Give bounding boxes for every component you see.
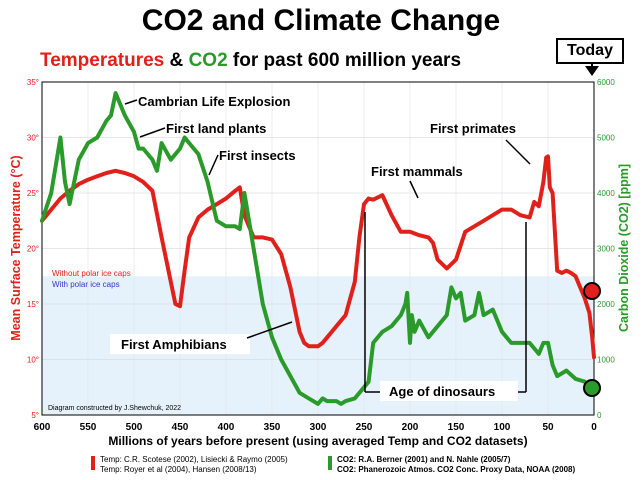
x-tick-label: 100	[494, 422, 511, 433]
today-label: Today	[556, 38, 624, 64]
x-tick-label: 500	[126, 422, 143, 433]
legend-with-ice: With polar ice caps	[52, 280, 120, 289]
source-co2-1: CO2: R.A. Berner (2001) and N. Nahle (20…	[337, 455, 511, 464]
x-tick-label: 150	[448, 422, 465, 433]
event-mammals-pointer	[409, 180, 419, 199]
right-y-tick-label: 3000	[597, 245, 615, 254]
event-dinosaurs-bg	[380, 381, 518, 401]
left-y-tick-label: 5°	[31, 411, 39, 420]
source-temp-2: Temp: Royer et al (2004), Hansen (2008/1…	[100, 465, 257, 474]
event-land-plants-pointer	[139, 127, 166, 138]
left-y-axis: 5° 10° 15° 20° 25° 30° 35°	[27, 78, 39, 420]
right-y-tick-label: 4000	[597, 189, 615, 198]
right-y-tick-label: 2000	[597, 300, 615, 309]
today-arrow	[585, 66, 599, 76]
credit-text: Diagram constructed by J.Shewchuk, 2022	[48, 405, 181, 412]
event-dinosaurs: Age of dinosaurs	[389, 384, 495, 399]
subtitle-rest: for past 600 million years	[232, 50, 462, 71]
left-y-tick-label: 25°	[27, 189, 39, 198]
x-tick-label: 250	[356, 422, 373, 433]
today-temp-marker	[583, 282, 601, 300]
event-primates-pointer	[505, 139, 531, 165]
x-tick-label: 600	[34, 422, 51, 433]
left-y-tick-label: 30°	[27, 134, 39, 143]
x-axis-label: Millions of years before present (using …	[108, 434, 527, 448]
source-temp-1: Temp: C.R. Scotese (2002), Lisiecki & Ra…	[100, 455, 288, 464]
right-y-axis: 0 1000 2000 3000 4000 5000 6000	[597, 78, 615, 420]
x-tick-label: 50	[542, 422, 554, 433]
series-line-temp	[40, 154, 596, 360]
left-axis-label: Mean Surface Temperature (°C)	[9, 155, 23, 340]
source-co2-swatch	[328, 456, 332, 470]
left-y-tick-label: 15°	[27, 300, 39, 309]
right-y-tick-label: 5000	[597, 134, 615, 143]
series-line-co2	[40, 91, 596, 406]
event-cambrian: Cambrian Life Explosion	[138, 94, 290, 109]
left-y-tick-label: 20°	[27, 245, 39, 254]
x-tick-label: 300	[310, 422, 327, 433]
x-tick-label: 350	[264, 422, 281, 433]
event-primates: First primates	[430, 121, 516, 136]
event-insects-pointer	[208, 154, 219, 176]
event-insects: First insects	[219, 148, 296, 163]
x-tick-label: 400	[218, 422, 235, 433]
subtitle-ampersand: &	[169, 50, 184, 71]
event-land-plants: First land plants	[166, 121, 266, 136]
event-amphibians: First Amphibians	[121, 337, 227, 352]
chart-title: CO2 and Climate Change	[141, 4, 501, 37]
today-co2-marker	[583, 379, 601, 397]
x-tick-label: 0	[591, 422, 597, 433]
event-amphibians-pointer	[246, 321, 293, 339]
event-amphibians-bg	[110, 334, 250, 354]
x-axis: 600 550 500 450 400 350 300 250 200 150 100 50 0	[34, 422, 598, 433]
right-y-tick-label: 1000	[597, 356, 615, 365]
right-y-tick-label: 0	[597, 411, 602, 420]
subtitle-co2: CO2	[188, 50, 228, 71]
right-axis-label: Carbon Dioxide (CO2) [ppm]	[617, 164, 631, 332]
event-mammals: First mammals	[371, 164, 463, 179]
chart-subtitle: Temperatures & CO2 for past 600 million …	[40, 50, 461, 72]
series-lines	[40, 91, 596, 406]
left-y-tick-label: 10°	[27, 356, 39, 365]
left-y-tick-label: 35°	[27, 78, 39, 87]
plot-frame	[41, 81, 595, 416]
source-co2-2: CO2: Phanerozoic Atmos. CO2 Conc. Proxy …	[337, 465, 575, 474]
event-cambrian-pointer	[124, 99, 138, 105]
source-temp-swatch	[91, 456, 95, 470]
subtitle-temperatures: Temperatures	[40, 50, 165, 71]
x-tick-label: 200	[402, 422, 419, 433]
right-y-tick-label: 6000	[597, 78, 615, 87]
x-tick-label: 550	[80, 422, 97, 433]
x-tick-label: 450	[172, 422, 189, 433]
legend-without-ice: Without polar ice caps	[52, 269, 131, 278]
